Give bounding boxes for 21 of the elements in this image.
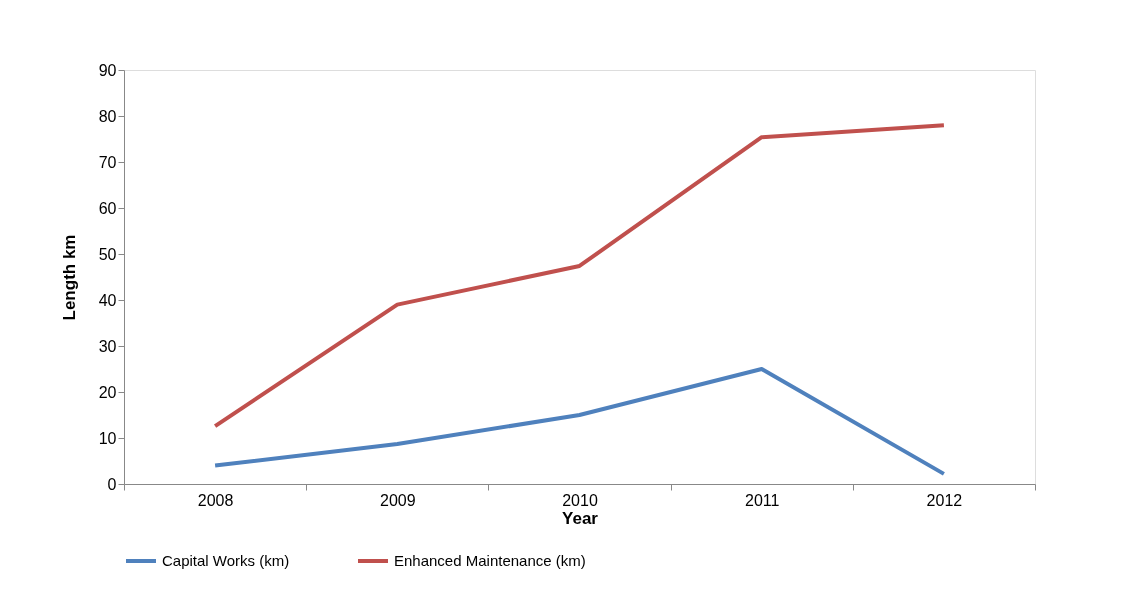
y-tick-label: 60 <box>98 199 117 217</box>
y-axis-title: Length km <box>59 234 79 321</box>
y-tick-label: 40 <box>98 291 117 309</box>
y-tick-label: 20 <box>98 383 117 401</box>
line-series <box>213 123 946 429</box>
x-tick-label: 2009 <box>380 491 416 509</box>
y-tick-label: 90 <box>98 61 117 79</box>
x-tick-label: 2012 <box>926 491 963 509</box>
y-tick-label: 10 <box>98 429 117 447</box>
y-tick-label: 80 <box>98 107 117 125</box>
legend-label: Enhanced Maintenance (km) <box>394 552 586 569</box>
x-tick-label: 2010 <box>562 491 598 509</box>
x-tick-label: 2008 <box>197 491 234 509</box>
legend-label: Capital Works (km) <box>162 552 290 569</box>
x-tick-label: 2011 <box>745 491 780 509</box>
x-axis-title: Year <box>562 508 599 528</box>
y-tick-label: 0 <box>107 475 117 493</box>
y-tick-label: 70 <box>98 153 117 171</box>
y-tick-label: 50 <box>98 245 117 263</box>
y-tick-label: 30 <box>98 337 117 355</box>
line-series <box>213 367 946 476</box>
